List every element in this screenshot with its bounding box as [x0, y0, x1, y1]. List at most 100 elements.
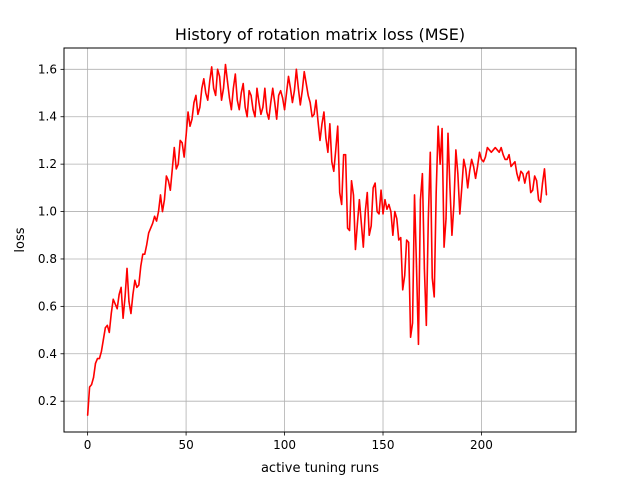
- data-point: [476, 165, 479, 168]
- data-point: [317, 120, 319, 123]
- data-point: [181, 142, 183, 144]
- data-point: [199, 106, 201, 108]
- data-point: [461, 187, 463, 189]
- data-point: [289, 87, 292, 89]
- data-point: [262, 106, 264, 108]
- data-point: [185, 135, 187, 137]
- data-point: [260, 113, 262, 115]
- data-point: [309, 101, 311, 104]
- data-point: [343, 154, 345, 156]
- data-point: [140, 265, 142, 267]
- data-point: [506, 158, 508, 161]
- data-point: [530, 191, 532, 194]
- data-point: [427, 218, 429, 220]
- data-point: [193, 101, 195, 104]
- data-point: [496, 149, 498, 151]
- data-point: [350, 180, 353, 182]
- data-point: [124, 296, 126, 298]
- data-point: [130, 312, 132, 315]
- data-point: [211, 66, 213, 68]
- data-point: [159, 194, 162, 196]
- data-point: [218, 75, 221, 78]
- data-point: [104, 327, 106, 329]
- data-point: [510, 165, 512, 168]
- data-point: [459, 213, 461, 215]
- data-point: [528, 170, 530, 172]
- data-point: [425, 324, 427, 326]
- data-point: [142, 253, 144, 255]
- y-axis-label: loss: [13, 227, 28, 252]
- data-point: [331, 161, 333, 163]
- data-point: [541, 182, 544, 184]
- data-point: [315, 99, 317, 101]
- data-point: [439, 163, 441, 165]
- data-point: [394, 210, 396, 213]
- data-point: [321, 123, 323, 125]
- loss-series-line: [86, 63, 548, 416]
- data-point: [173, 146, 175, 149]
- data-point: [87, 414, 89, 417]
- data-point: [96, 357, 99, 360]
- data-point: [404, 274, 406, 277]
- data-point: [419, 199, 422, 201]
- series-layer: [86, 63, 548, 417]
- plot-frame: [63, 47, 577, 433]
- data-point: [92, 376, 95, 379]
- data-point: [392, 234, 394, 236]
- data-point: [484, 156, 487, 158]
- data-point: [226, 80, 229, 82]
- data-point: [409, 336, 412, 338]
- data-point: [536, 180, 538, 182]
- data-point: [492, 149, 494, 151]
- data-point: [335, 149, 337, 151]
- data-point: [520, 170, 522, 172]
- data-point: [167, 180, 169, 182]
- data-point: [415, 265, 418, 267]
- data-point: [128, 301, 130, 303]
- data-point: [295, 68, 297, 70]
- data-point: [165, 175, 167, 177]
- data-point: [246, 116, 248, 118]
- data-point: [537, 199, 540, 201]
- data-point: [437, 125, 439, 127]
- data-point: [354, 248, 357, 251]
- y-tick-label: 1.6: [38, 62, 57, 76]
- data-point: [146, 244, 148, 246]
- data-point: [372, 187, 374, 189]
- data-point: [256, 87, 258, 89]
- data-point: [400, 237, 402, 239]
- data-point: [522, 173, 524, 175]
- data-point: [539, 201, 542, 203]
- data-point: [236, 99, 238, 101]
- data-point: [471, 158, 473, 161]
- data-point: [453, 203, 455, 206]
- data-point: [205, 92, 207, 94]
- data-point: [122, 317, 124, 319]
- data-point: [488, 149, 490, 151]
- data-point: [327, 151, 329, 153]
- data-point: [94, 362, 97, 364]
- data-point: [500, 146, 502, 149]
- data-point: [384, 199, 386, 201]
- data-point: [299, 104, 301, 106]
- data-point: [348, 229, 351, 232]
- data-point: [480, 158, 483, 161]
- data-point: [136, 286, 138, 289]
- data-point: [230, 109, 232, 111]
- data-point: [441, 127, 443, 130]
- data-point: [307, 94, 309, 97]
- data-point: [362, 246, 364, 248]
- data-point: [183, 156, 185, 158]
- data-point: [455, 149, 457, 151]
- data-point: [285, 92, 288, 94]
- data-point: [443, 246, 445, 248]
- data-point: [526, 173, 528, 175]
- data-point: [473, 165, 475, 168]
- data-point: [374, 182, 376, 184]
- data-point: [280, 90, 282, 92]
- data-point: [406, 239, 408, 241]
- data-point: [478, 151, 481, 153]
- data-point: [545, 194, 548, 196]
- data-point: [380, 189, 382, 191]
